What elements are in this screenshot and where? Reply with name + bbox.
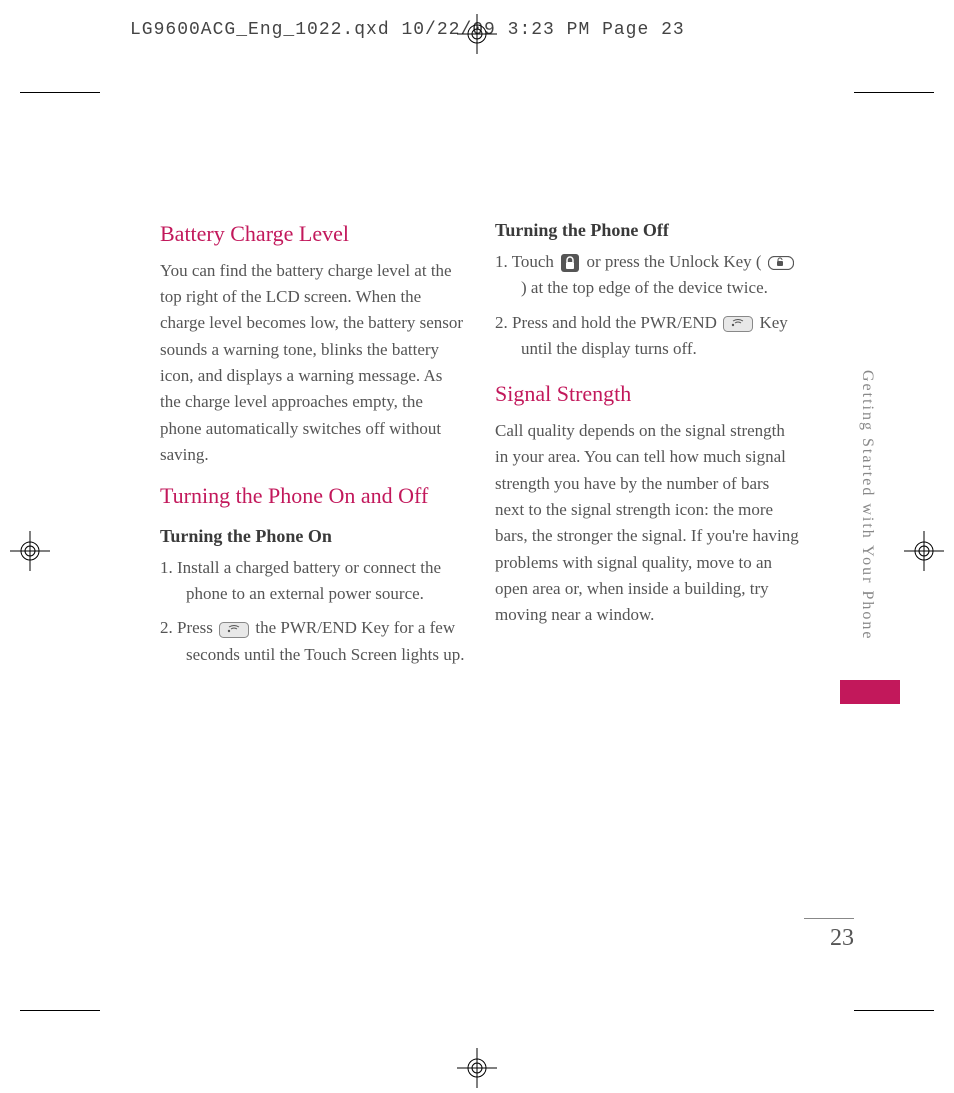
print-metadata-header: LG9600ACG_Eng_1022.qxd 10/22/09 3:23 PM … — [130, 20, 685, 40]
crop-mark — [854, 92, 934, 93]
page-number-rule — [804, 918, 854, 919]
step-text: 2. Press and hold the PWR/END — [495, 313, 721, 332]
paragraph: Call quality depends on the signal stren… — [495, 418, 800, 629]
subheading-turning-off: Turning the Phone Off — [495, 220, 800, 241]
subheading-turning-on: Turning the Phone On — [160, 526, 465, 547]
section-tab-label: Getting Started with Your Phone — [858, 370, 876, 670]
registration-mark-icon — [10, 531, 50, 571]
unlock-key-icon — [768, 256, 794, 270]
paragraph: You can find the battery charge level at… — [160, 258, 465, 469]
step-item: 2. Press the PWR/END Key for a few secon… — [160, 615, 465, 668]
section-heading-power: Turning the Phone On and Off — [160, 482, 465, 510]
step-text: ) at the top edge of the device twice. — [521, 278, 768, 297]
crop-mark — [854, 1010, 934, 1011]
left-column: Battery Charge Level You can find the ba… — [160, 220, 465, 676]
step-text: 2. Press — [160, 618, 217, 637]
lock-icon — [560, 253, 580, 273]
crop-mark — [20, 1010, 100, 1011]
right-column: Turning the Phone Off 1. Touch or press … — [495, 220, 800, 676]
page-body: Battery Charge Level You can find the ba… — [160, 220, 800, 676]
section-tab-marker — [840, 680, 900, 704]
section-heading-battery: Battery Charge Level — [160, 220, 465, 248]
step-item: 1. Install a charged battery or connect … — [160, 555, 465, 608]
step-item: 1. Touch or press the Unlock Key ( ) at … — [495, 249, 800, 302]
registration-mark-icon — [457, 1048, 497, 1088]
crop-mark — [20, 92, 100, 93]
step-text: 1. Touch — [495, 252, 558, 271]
pwr-end-key-icon — [723, 316, 753, 332]
section-heading-signal: Signal Strength — [495, 380, 800, 408]
registration-mark-icon — [457, 14, 497, 54]
page-number: 23 — [830, 925, 854, 952]
registration-mark-icon — [904, 531, 944, 571]
pwr-end-key-icon — [219, 622, 249, 638]
section-tab: Getting Started with Your Phone — [858, 370, 882, 710]
step-text: or press the Unlock Key ( — [582, 252, 766, 271]
step-item: 2. Press and hold the PWR/END Key until … — [495, 310, 800, 363]
